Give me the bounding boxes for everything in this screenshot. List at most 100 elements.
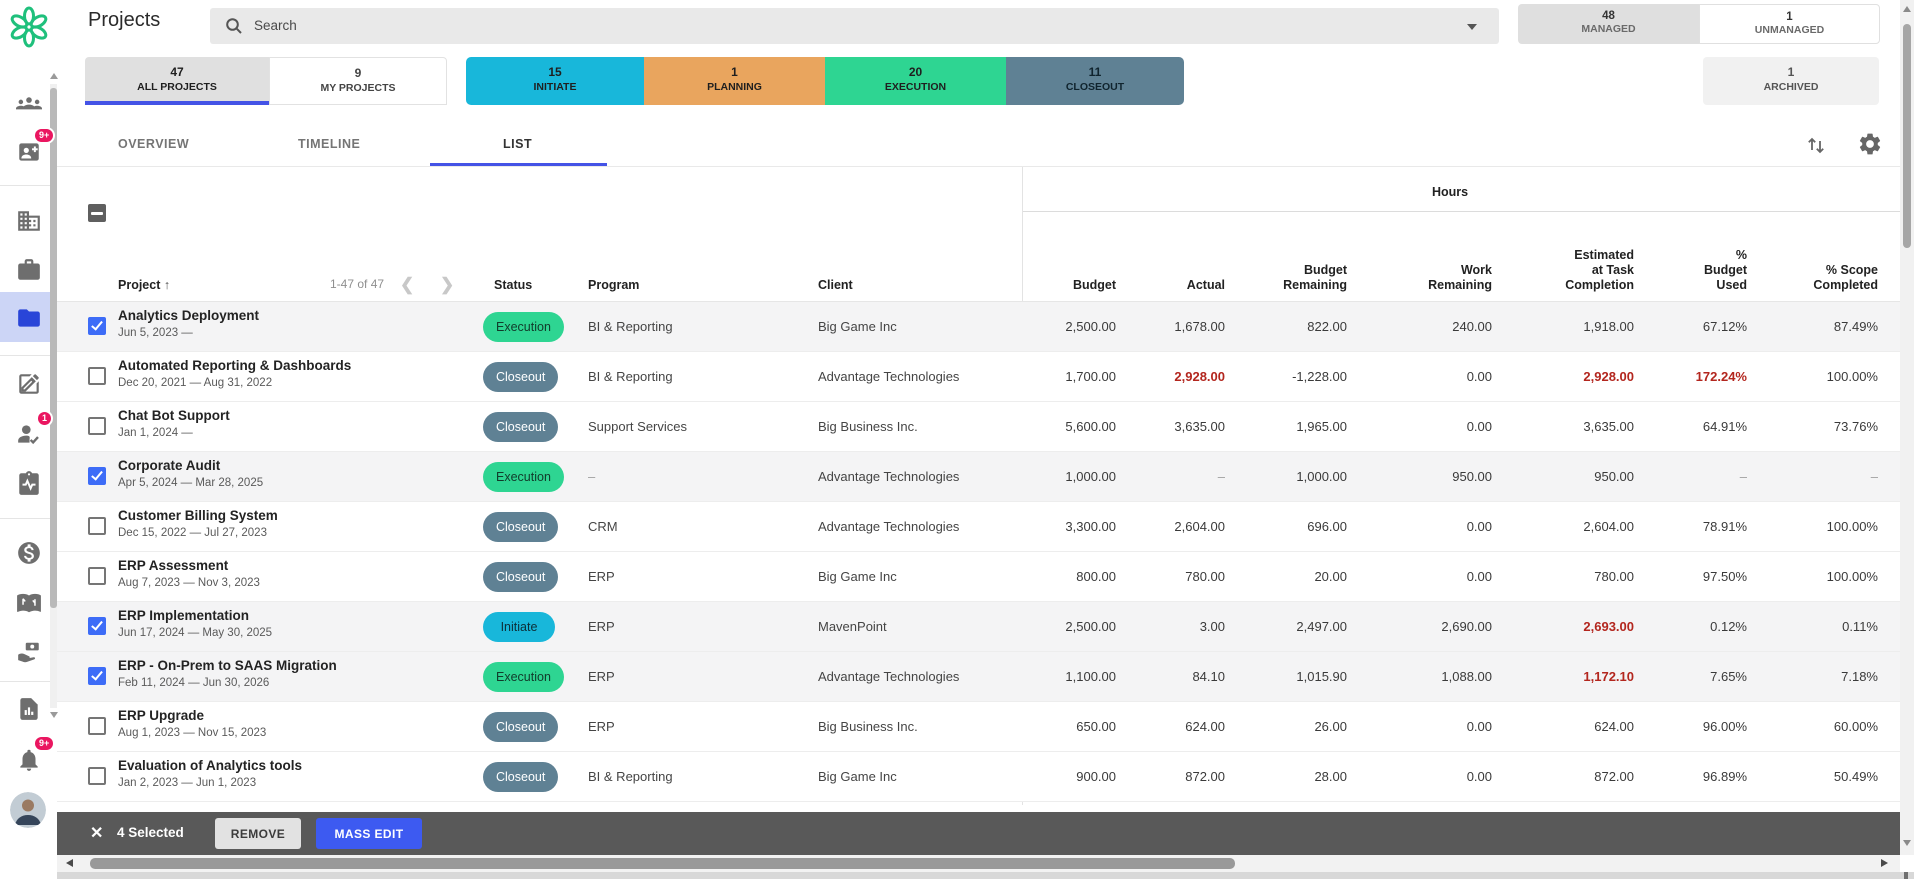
table-row[interactable]: Evaluation of Analytics tools Jan 2, 202… — [57, 752, 1900, 802]
search-dropdown-caret-icon[interactable] — [1467, 24, 1477, 30]
column-header-pct-scope-completed[interactable]: % Scope Completed — [1813, 263, 1878, 292]
gear-icon[interactable] — [1857, 131, 1883, 157]
sidebar-scrollbar-thumb[interactable] — [50, 88, 57, 608]
project-dates: Jun 17, 2024 — May 30, 2025 — [118, 627, 273, 639]
column-header-estimated-at-task-completion[interactable]: Estimated at Task Completion — [1565, 248, 1634, 292]
report-doc-icon[interactable] — [16, 696, 42, 722]
vertical-scrollbar-thumb[interactable] — [1903, 24, 1911, 248]
scroll-right-icon[interactable] — [1881, 859, 1888, 867]
avatar[interactable] — [10, 792, 46, 828]
table-row[interactable]: ERP Assessment Aug 7, 2023 — Nov 3, 2023… — [57, 552, 1900, 602]
project-name[interactable]: ERP Implementation — [118, 608, 250, 623]
project-name[interactable]: Automated Reporting & Dashboards — [118, 358, 352, 373]
column-header-project[interactable]: Project ↑ — [118, 278, 171, 292]
company-icon[interactable] — [16, 208, 42, 234]
app-logo-icon[interactable] — [7, 5, 51, 49]
tab-overview[interactable]: OVERVIEW — [118, 137, 190, 151]
work-remaining-cell: 0.00 — [1466, 419, 1492, 434]
project-name[interactable]: Customer Billing System — [118, 508, 278, 523]
dollar-icon[interactable] — [16, 540, 42, 566]
filter-tab-execution[interactable]: 20 EXECUTION — [825, 57, 1006, 105]
briefcase-icon[interactable] — [16, 257, 42, 283]
sidebar-scroll-down-icon[interactable] — [49, 712, 58, 718]
column-header-budget[interactable]: Budget — [1072, 278, 1116, 292]
edit-report-icon[interactable] — [16, 371, 42, 397]
filter-tab-planning[interactable]: 1 PLANNING — [644, 57, 825, 105]
table-row[interactable]: ERP Implementation Jun 17, 2024 — May 30… — [57, 602, 1900, 652]
pct-scope-completed-cell: 100.00% — [1826, 369, 1878, 384]
project-name[interactable]: Corporate Audit — [118, 458, 221, 473]
horizontal-scrollbar-thumb[interactable] — [90, 858, 1235, 869]
row-checkbox[interactable] — [88, 717, 106, 735]
clipboard-pulse-icon[interactable] — [16, 470, 42, 496]
column-header-pct-budget-used[interactable]: % Budget Used — [1703, 248, 1747, 292]
filter-tab-archived[interactable]: 1 ARCHIVED — [1703, 57, 1879, 105]
mass-edit-button[interactable]: MASS EDIT — [316, 818, 422, 849]
filter-tab-closeout[interactable]: 11 CLOSEOUT — [1006, 57, 1184, 105]
scroll-left-icon[interactable] — [66, 859, 73, 867]
column-header-actual[interactable]: Actual — [1186, 278, 1225, 292]
filter-tab-all-projects[interactable]: 47 ALL PROJECTS — [85, 57, 269, 105]
table-row[interactable]: Corporate Audit Apr 5, 2024 — Mar 28, 20… — [57, 452, 1900, 502]
close-icon[interactable]: ✕ — [90, 825, 104, 842]
table-row[interactable]: Customer Billing System Dec 15, 2022 — J… — [57, 502, 1900, 552]
column-header-client[interactable]: Client — [818, 278, 853, 292]
tab-managed[interactable]: 48 MANAGED — [1518, 4, 1699, 44]
program-cell: Support Services — [588, 419, 687, 434]
row-checkbox[interactable] — [88, 317, 106, 335]
add-member-icon[interactable] — [16, 139, 42, 165]
search-input[interactable]: Search — [210, 8, 1499, 44]
row-checkbox[interactable] — [88, 667, 106, 685]
sidebar-scroll-up-icon[interactable] — [49, 73, 58, 79]
row-checkbox[interactable] — [88, 467, 106, 485]
column-header-work-remaining[interactable]: Work Remaining — [1428, 263, 1492, 292]
status-badge: Closeout — [483, 512, 559, 542]
project-name[interactable]: ERP - On-Prem to SAAS Migration — [118, 658, 337, 673]
project-name[interactable]: Evaluation of Analytics tools — [118, 758, 303, 773]
projects-folder-icon[interactable] — [16, 305, 42, 331]
row-checkbox[interactable] — [88, 617, 106, 635]
estimated-at-task-completion-cell: 780.00 — [1594, 569, 1634, 584]
project-dates: Dec 20, 2021 — Aug 31, 2022 — [118, 377, 273, 389]
table-row[interactable]: Analytics Deployment Jun 5, 2023 — Execu… — [57, 302, 1900, 352]
work-remaining-cell: 0.00 — [1466, 369, 1492, 384]
column-header-program[interactable]: Program — [588, 278, 640, 292]
tab-unmanaged[interactable]: 1 UNMANAGED — [1699, 4, 1880, 44]
project-name[interactable]: Chat Bot Support — [118, 408, 230, 423]
pagination-prev-icon[interactable]: ❮ — [400, 275, 415, 294]
row-checkbox[interactable] — [88, 367, 106, 385]
tab-timeline[interactable]: TIMELINE — [298, 137, 361, 151]
column-header-budget-remaining[interactable]: Budget Remaining — [1283, 263, 1347, 292]
ledger-book-icon[interactable] — [16, 589, 42, 615]
scroll-down-icon[interactable] — [1903, 840, 1911, 846]
row-checkbox[interactable] — [88, 567, 106, 585]
notifications-badge: 9+ — [33, 735, 56, 752]
hand-money-icon[interactable] — [16, 639, 42, 665]
people-check-icon[interactable] — [16, 421, 42, 447]
row-checkbox[interactable] — [88, 517, 106, 535]
team-icon[interactable] — [16, 91, 42, 117]
filter-tab-my-projects[interactable]: 9 MY PROJECTS — [269, 57, 447, 105]
table-row[interactable]: Automated Reporting & Dashboards Dec 20,… — [57, 352, 1900, 402]
sort-icon[interactable] — [1805, 134, 1827, 156]
select-all-checkbox[interactable] — [88, 204, 106, 222]
row-checkbox[interactable] — [88, 417, 106, 435]
client-cell: Advantage Technologies — [818, 369, 960, 384]
project-name[interactable]: ERP Assessment — [118, 558, 229, 573]
table-row[interactable]: Chat Bot Support Jan 1, 2024 — Closeout … — [57, 402, 1900, 452]
column-header-status[interactable]: Status — [494, 278, 533, 292]
bell-icon[interactable] — [16, 747, 42, 773]
table-row[interactable]: ERP Upgrade Aug 1, 2023 — Nov 15, 2023 C… — [57, 702, 1900, 752]
project-name[interactable]: ERP Upgrade — [118, 708, 205, 723]
vertical-scrollbar[interactable] — [1900, 0, 1914, 855]
window-scrollbar-strip[interactable] — [0, 872, 1914, 879]
horizontal-scrollbar[interactable] — [57, 855, 1900, 872]
scroll-up-icon[interactable] — [1903, 6, 1911, 12]
project-name[interactable]: Analytics Deployment — [118, 308, 260, 323]
tab-list[interactable]: LIST — [503, 137, 533, 151]
filter-tab-initiate[interactable]: 15 INITIATE — [466, 57, 644, 105]
table-row[interactable]: ERP - On-Prem to SAAS Migration Feb 11, … — [57, 652, 1900, 702]
pagination-next-icon[interactable]: ❯ — [440, 275, 455, 294]
remove-button[interactable]: REMOVE — [215, 818, 301, 849]
row-checkbox[interactable] — [88, 767, 106, 785]
